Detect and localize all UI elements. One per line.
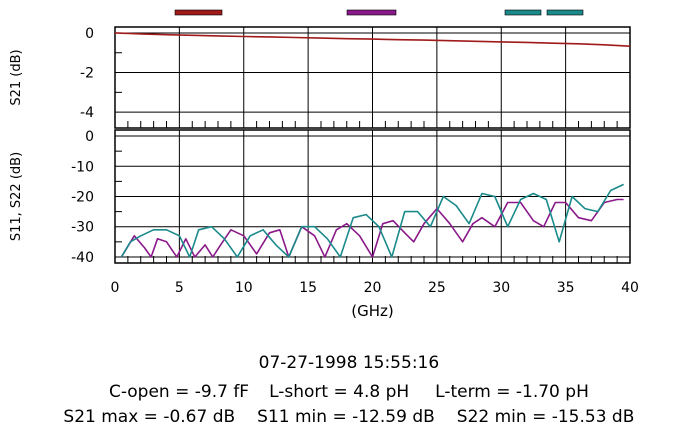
- xtick-label: 25: [428, 280, 446, 296]
- s21-legend-swatch: [174, 9, 223, 16]
- s22-min-value: S22 min = -15.53 dB: [456, 407, 635, 427]
- info-timestamp-line: 07-27-1998 15:55:16: [0, 333, 687, 373]
- s21-panel-ytick-label: -2: [80, 66, 94, 82]
- xtick-label: 30: [492, 280, 510, 296]
- s11-s22-panel-ytick-label: 0: [85, 129, 94, 145]
- s21-plot: 0 -2 -4 S21 (dB): [9, 26, 631, 129]
- timestamp: 07-27-1998 15:55:16: [258, 353, 440, 373]
- s21-panel-ytick-label: -4: [80, 105, 94, 121]
- s11-legend-swatch: [346, 9, 397, 16]
- s21-panel-ylabel: S21 (dB): [9, 49, 24, 105]
- s11-min-value: S11 min = -12.59 dB: [257, 407, 435, 427]
- xtick-label: 40: [621, 280, 639, 296]
- s11-s22-panel-ylabel: S11, S22 (dB): [9, 152, 24, 241]
- l-short-value: L-short = 4.8 pH: [269, 382, 410, 402]
- s11-s22-panel-ytick-label: -20: [71, 190, 94, 206]
- s11-s22-panel-ytick-label: -40: [71, 250, 94, 266]
- xtick-label: 0: [111, 280, 120, 296]
- s11-s22-panel-ytick-label: -30: [71, 220, 94, 236]
- xtick-label: 5: [175, 280, 184, 296]
- s22-legend-swatch: [546, 9, 584, 16]
- c-open-value: C-open = -9.7 fF: [108, 382, 250, 402]
- xtick-label: 15: [299, 280, 317, 296]
- s21-panel-ytick-label: 0: [85, 26, 94, 42]
- s11-s22-panel-ytick-label: -10: [71, 159, 94, 175]
- s21-series-line: [114, 32, 631, 47]
- x-axis: 0 5 10 15 20 25 30 35 40 (GHz): [111, 280, 639, 320]
- s21-max-value: S21 max = -0.67 dB: [63, 407, 236, 427]
- s11-s22-plot: 0 -10 -20 -30 -40 S11, S22 (dB): [9, 129, 631, 266]
- s22-legend-swatch: [504, 9, 542, 16]
- info-results-line: S21 max = -0.67 dB S11 min = -12.59 dB S22…: [0, 387, 687, 427]
- info-parameters-line: C-open = -9.7 fF L-short = 4.8 pH L-term =…: [0, 362, 687, 402]
- xtick-label: 20: [364, 280, 382, 296]
- l-term-value: L-term = -1.70 pH: [435, 382, 589, 402]
- s22-series-line: [120, 183, 624, 258]
- xtick-label: 35: [557, 280, 575, 296]
- xtick-label: 10: [235, 280, 253, 296]
- x-axis-title: (GHz): [351, 302, 393, 320]
